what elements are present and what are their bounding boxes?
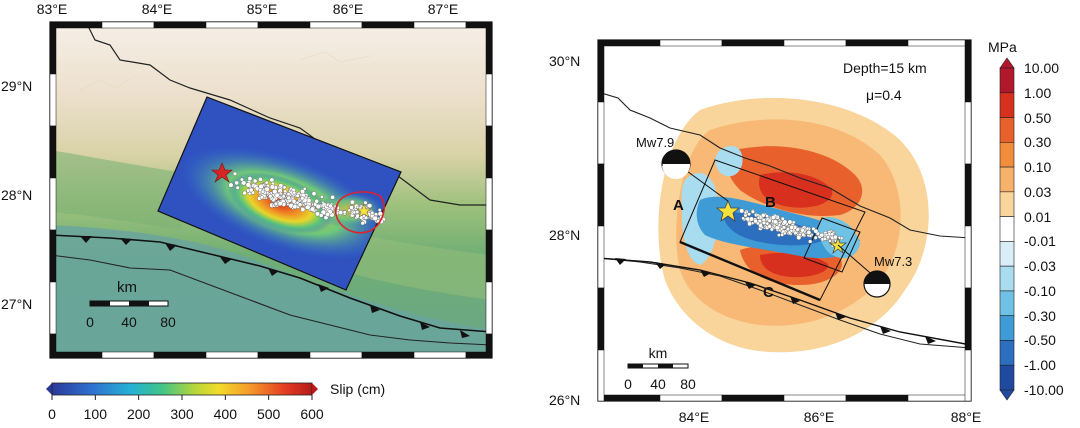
stress-tick-label: 0.30 [1024,134,1052,151]
right-scale-80: 80 [680,376,696,392]
slip-tick-label: 300 [170,406,194,422]
left-lat-29: 29°N [1,78,33,94]
stress-tick-label: -0.03 [1024,258,1056,275]
thrust-teeth [80,236,470,338]
border-north [85,22,492,206]
stress-tick-label: -0.01 [1024,233,1056,250]
stress-tick-label: 1.00 [1024,84,1052,101]
slip-tick-label: 400 [213,406,238,422]
stress-tick-label: -10.00 [1024,382,1064,398]
right-lon-88: 88°E [950,409,982,425]
left-lon-84: 84°E [141,1,173,17]
left-lat-28: 28°N [1,187,33,203]
mw73-label: Mw7.3 [874,254,913,269]
left-frame [49,21,493,359]
segment-c-label: C [763,284,774,301]
mw73-beachball [863,270,891,298]
left-lon-86: 86°E [332,1,364,17]
slip-tick-label: 0 [48,406,56,422]
right-scale-40: 40 [650,376,666,392]
right-scale-title: km [648,345,668,361]
stress-tick-label: 0.10 [1024,159,1052,176]
segment-c-edge [679,240,821,302]
left-lon-87: 87°E [427,1,459,17]
left-scale-0: 0 [86,314,94,330]
slip-tick-label: 500 [256,406,281,422]
mainshock-star [211,162,233,183]
right-scale-0: 0 [624,376,632,392]
left-lat-27: 27°N [1,296,33,312]
left-scale-bar [89,300,169,307]
right-frame [597,39,972,402]
stress-tick-label: -0.30 [1024,307,1056,324]
left-map [50,22,492,358]
mw79-label: Mw7.9 [636,135,675,150]
slip-tick-label: 600 [300,406,324,422]
right-lon-86: 86°E [803,409,835,425]
left-scale-80: 80 [160,314,176,330]
stress-tick-label: 0.03 [1024,183,1052,200]
right-lat-30: 30°N [549,53,581,69]
segment-a-label: A [673,197,684,214]
left-lon-85: 85°E [246,1,278,17]
aftershock-star [356,203,372,218]
slip-tick-label: 100 [83,406,108,422]
stress-tick-label: 0.50 [1024,109,1052,126]
right-map [598,40,971,401]
stress-colorbar [999,57,1015,401]
lowland-plain [50,225,492,358]
stress-tick-label: 0.01 [1024,208,1052,225]
left-lon-83: 83°E [36,1,68,17]
right-lat-28: 28°N [549,227,581,243]
stress-tick-label: 10.00 [1024,60,1060,76]
stress-tick-label: -1.00 [1024,357,1056,374]
left-scale-40: 40 [121,314,137,330]
border-south [50,254,492,346]
slip-tick-label: 200 [126,406,151,422]
mu-label: μ=0.4 [866,87,902,103]
right-lon-84: 84°E [678,409,710,425]
depth-label: Depth=15 km [843,60,927,76]
right-thrust-teeth [615,258,936,344]
aftershock-dots [228,171,386,226]
segment-b-label: B [765,194,776,211]
fault-rect-secondary [803,217,861,273]
right-border-north [598,91,971,239]
stress-tick-label: -0.50 [1024,332,1056,349]
right-scale-bar [627,363,689,369]
mw79-star [715,199,741,222]
right-lat-26: 26°N [549,392,581,408]
stress-tick-label: -0.10 [1024,282,1056,299]
mw79-beachball [661,149,691,180]
slip-contour [335,191,385,234]
stress-unit: MPa [988,39,1017,55]
slip-colorbar [46,382,318,400]
slip-colorbar-label: Slip (cm) [330,381,386,397]
left-scale-title: km [117,279,137,296]
